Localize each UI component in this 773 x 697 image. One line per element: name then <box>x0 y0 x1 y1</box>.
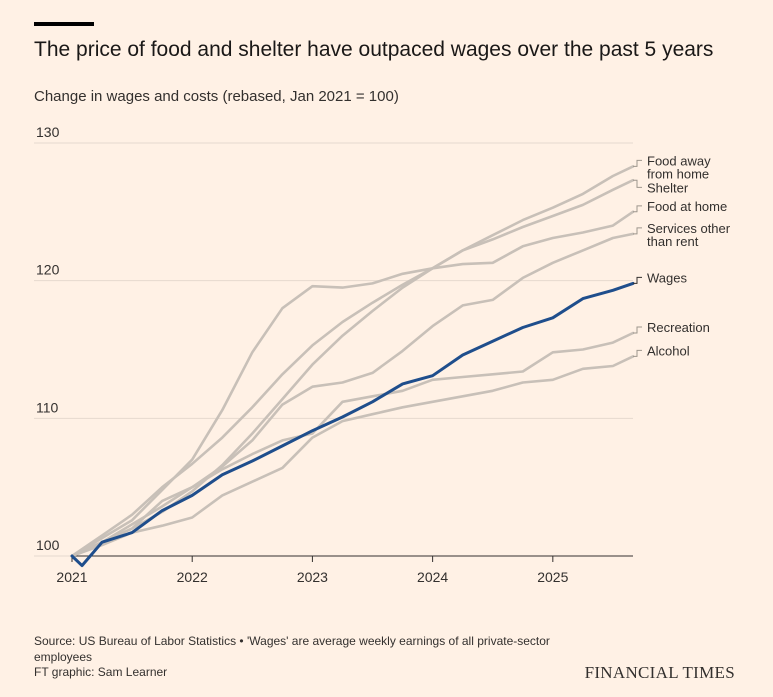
grid-lines <box>34 142 633 557</box>
y-tick-label-130: 130 <box>36 124 60 140</box>
line-chart: 100 110 120 130 2021 2022 2023 2024 2025 Food a… <box>34 124 731 585</box>
series-label-services-other-than-rent: Services other <box>647 221 731 236</box>
label-leader-wages <box>633 276 642 284</box>
series-label-shelter: Shelter <box>647 180 689 195</box>
series-label-services-other-than-rent: than rent <box>647 234 699 249</box>
series-label-recreation: Recreation <box>647 320 710 335</box>
x-tick-label-2025: 2025 <box>537 569 568 585</box>
label-leader-shelter <box>633 179 642 188</box>
ft-logo-text: FINANCIAL TIMES <box>584 663 735 682</box>
series-line-alcohol <box>70 355 635 558</box>
label-leader-recreation <box>633 326 642 334</box>
chart-footer: Source: US Bureau of Labor Statistics • … <box>34 634 594 681</box>
series-line-wages <box>70 281 635 568</box>
graphic-credit: FT graphic: Sam Learner <box>34 665 168 679</box>
series-label-alcohol: Alcohol <box>647 343 690 358</box>
x-tick-label-2024: 2024 <box>417 569 448 585</box>
y-tick-label-100: 100 <box>36 537 60 553</box>
chart-title: The price of food and shelter have outpa… <box>34 38 714 61</box>
series-line-food-at-home <box>70 210 635 558</box>
label-leader-food-away-from-home <box>633 159 642 167</box>
series-line-services-other-than-rent <box>70 232 635 558</box>
series-line-recreation <box>70 331 635 558</box>
series-line-shelter <box>70 178 635 558</box>
series-label-food-at-home: Food at home <box>647 199 727 214</box>
brand-top-bar <box>34 22 94 26</box>
series-lines <box>70 165 635 568</box>
label-leader-food-at-home <box>633 205 642 213</box>
x-tick-label-2021: 2021 <box>56 569 87 585</box>
y-tick-label-110: 110 <box>36 399 59 415</box>
series-label-food-away-from-home: from home <box>647 166 709 181</box>
y-tick-label-120: 120 <box>36 262 60 278</box>
label-leader-services-other-than-rent <box>633 227 642 235</box>
x-tick-label-2022: 2022 <box>177 569 208 585</box>
series-label-wages: Wages <box>647 270 687 285</box>
source-note: Source: US Bureau of Labor Statistics • … <box>34 634 550 664</box>
x-axis: 2021 2022 2023 2024 2025 <box>56 555 633 585</box>
chart-subtitle: Change in wages and costs (rebased, Jan … <box>34 88 399 105</box>
label-leader-alcohol <box>633 349 642 357</box>
y-axis-ticks: 100 110 120 130 <box>36 124 60 553</box>
x-tick-label-2023: 2023 <box>297 569 328 585</box>
series-label-food-away-from-home: Food away <box>647 153 711 168</box>
